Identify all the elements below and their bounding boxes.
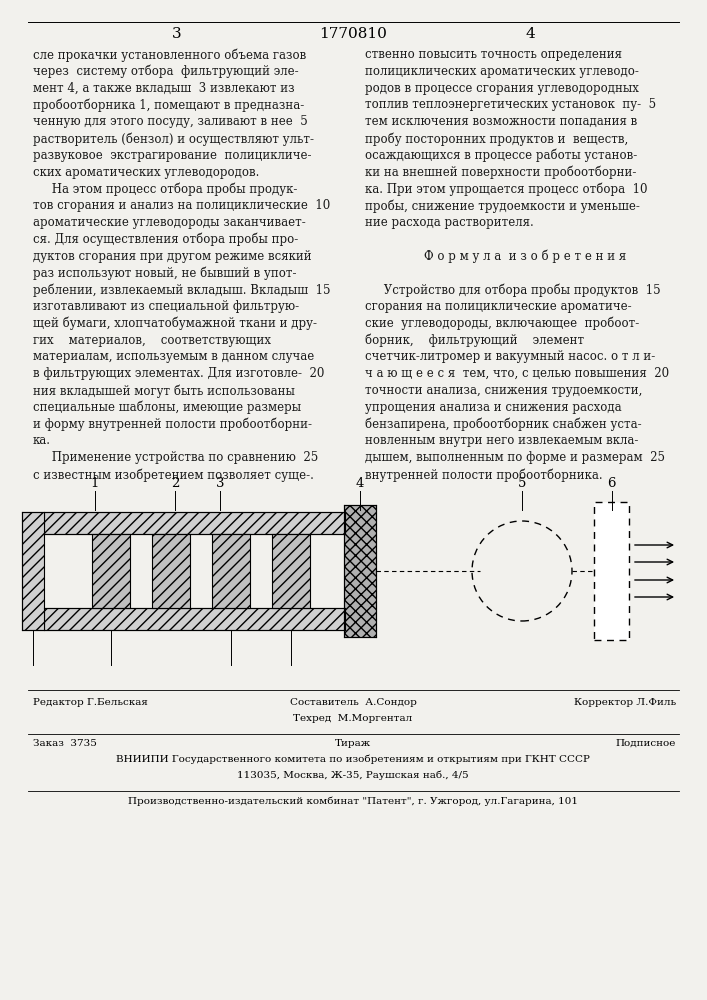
Text: Тираж: Тираж: [335, 739, 371, 748]
Text: тем исключения возможности попадания в: тем исключения возможности попадания в: [365, 115, 637, 128]
Text: через  систему отбора  фильтрующий эле-: через систему отбора фильтрующий эле-: [33, 65, 298, 78]
Text: мент 4, а также вкладыш  3 извлекают из: мент 4, а также вкладыш 3 извлекают из: [33, 82, 295, 95]
Text: счетчик-литромер и вакуумный насос. о т л и-: счетчик-литромер и вакуумный насос. о т …: [365, 350, 655, 363]
Text: Составитель  А.Сондор: Составитель А.Сондор: [290, 698, 416, 707]
Text: Производственно-издательский комбинат "Патент", г. Ужгород, ул.Гагарина, 101: Производственно-издательский комбинат "П…: [128, 796, 578, 806]
Text: Заказ  3735: Заказ 3735: [33, 739, 97, 748]
Bar: [44, 512, 345, 534]
Text: топлив теплоэнергетических установок  пу-  5: топлив теплоэнергетических установок пу-…: [365, 98, 656, 111]
Text: новленным внутри него извлекаемым вкла-: новленным внутри него извлекаемым вкла-: [365, 434, 638, 447]
Text: 6: 6: [607, 477, 616, 490]
Text: 5: 5: [518, 477, 526, 490]
Text: полициклических ароматических углеводо-: полициклических ароматических углеводо-: [365, 65, 639, 78]
Text: пробы, снижение трудоемкости и уменьше-: пробы, снижение трудоемкости и уменьше-: [365, 199, 640, 213]
Bar: [152, 534, 190, 608]
Text: специальные шаблоны, имеющие размеры: специальные шаблоны, имеющие размеры: [33, 401, 301, 414]
Text: материалам, используемым в данном случае: материалам, используемым в данном случае: [33, 350, 314, 363]
Text: ка.: ка.: [33, 434, 51, 447]
Text: На этом процесс отбора пробы продук-: На этом процесс отбора пробы продук-: [33, 182, 298, 196]
Text: родов в процессе сгорания углеводородных: родов в процессе сгорания углеводородных: [365, 82, 639, 95]
Text: ских ароматических углеводородов.: ских ароматических углеводородов.: [33, 166, 259, 179]
Text: раз используют новый, не бывший в упот-: раз используют новый, не бывший в упот-: [33, 266, 296, 280]
Text: точности анализа, снижения трудоемкости,: точности анализа, снижения трудоемкости,: [365, 384, 643, 397]
Text: Применение устройства по сравнению  25: Применение устройства по сравнению 25: [33, 451, 318, 464]
Text: тов сгорания и анализ на полициклические  10: тов сгорания и анализ на полициклические…: [33, 199, 330, 212]
Text: гих    материалов,    соответствующих: гих материалов, соответствующих: [33, 334, 271, 347]
Bar: [22, 512, 44, 630]
Text: ния вкладышей могут быть использованы: ния вкладышей могут быть использованы: [33, 384, 295, 397]
Bar: [344, 505, 376, 637]
Text: ственно повысить точность определения: ственно повысить точность определения: [365, 48, 622, 61]
Text: 1: 1: [90, 477, 99, 490]
Text: дуктов сгорания при другом режиме всякий: дуктов сгорания при другом режиме всякий: [33, 250, 312, 263]
Text: 3: 3: [216, 477, 224, 490]
Bar: [92, 534, 130, 608]
Text: Устройство для отбора пробы продуктов  15: Устройство для отбора пробы продуктов 15: [365, 283, 660, 297]
Text: 113035, Москва, Ж-35, Раушская наб., 4/5: 113035, Москва, Ж-35, Раушская наб., 4/5: [237, 771, 469, 780]
Bar: [594, 502, 629, 640]
Text: ченную для этого посуду, заливают в нее  5: ченную для этого посуду, заливают в нее …: [33, 115, 308, 128]
Text: щей бумаги, хлопчатобумажной ткани и дру-: щей бумаги, хлопчатобумажной ткани и дру…: [33, 317, 317, 330]
Text: Корректор Л.Филь: Корректор Л.Филь: [574, 698, 676, 707]
Text: развуковое  экстрагирование  полицикличе-: развуковое экстрагирование полицикличе-: [33, 149, 312, 162]
Text: ч а ю щ е е с я  тем, что, с целью повышения  20: ч а ю щ е е с я тем, что, с целью повыше…: [365, 367, 669, 380]
Bar: [272, 534, 310, 608]
Text: ся. Для осуществления отбора пробы про-: ся. Для осуществления отбора пробы про-: [33, 233, 298, 246]
Text: ние расхода растворителя.: ние расхода растворителя.: [365, 216, 534, 229]
Text: ка. При этом упрощается процесс отбора  10: ка. При этом упрощается процесс отбора 1…: [365, 182, 648, 196]
Text: Ф о р м у л а  и з о б р е т е н и я: Ф о р м у л а и з о б р е т е н и я: [424, 250, 626, 263]
Text: ские  углеводороды, включающее  пробоот-: ские углеводороды, включающее пробоот-: [365, 317, 639, 330]
Text: ки на внешней поверхности пробоотборни-: ки на внешней поверхности пробоотборни-: [365, 166, 636, 179]
Text: 4: 4: [525, 27, 535, 41]
Text: 3: 3: [173, 27, 182, 41]
Text: сгорания на полициклические ароматиче-: сгорания на полициклические ароматиче-: [365, 300, 631, 313]
Text: внутренней полости пробоотборника.: внутренней полости пробоотборника.: [365, 468, 602, 482]
Text: Редактор Г.Бельская: Редактор Г.Бельская: [33, 698, 148, 707]
Bar: [44, 608, 345, 630]
Text: пробоотборника 1, помещают в предназна-: пробоотборника 1, помещают в предназна-: [33, 98, 304, 112]
Text: бензапирена, пробоотборник снабжен уста-: бензапирена, пробоотборник снабжен уста-: [365, 418, 642, 431]
Text: пробу посторонних продуктов и  веществ,: пробу посторонних продуктов и веществ,: [365, 132, 629, 145]
Text: в фильтрующих элементах. Для изготовле-  20: в фильтрующих элементах. Для изготовле- …: [33, 367, 325, 380]
Text: 2: 2: [171, 477, 179, 490]
Text: ароматические углеводороды заканчивает-: ароматические углеводороды заканчивает-: [33, 216, 305, 229]
Text: 4: 4: [356, 477, 364, 490]
Text: растворитель (бензол) и осуществляют ульт-: растворитель (бензол) и осуществляют уль…: [33, 132, 314, 145]
Text: Подписное: Подписное: [616, 739, 676, 748]
Text: реблении, извлекаемый вкладыш. Вкладыш  15: реблении, извлекаемый вкладыш. Вкладыш 1…: [33, 283, 330, 297]
Text: 1770810: 1770810: [319, 27, 387, 41]
Text: с известным изобретением позволяет суще-.: с известным изобретением позволяет суще-…: [33, 468, 314, 482]
Text: борник,    фильтрующий    элемент: борник, фильтрующий элемент: [365, 334, 584, 347]
Text: ВНИИПИ Государственного комитета по изобретениям и открытиям при ГКНТ СССР: ВНИИПИ Государственного комитета по изоб…: [116, 755, 590, 764]
Text: и форму внутренней полости пробоотборни-: и форму внутренней полости пробоотборни-: [33, 418, 312, 431]
Text: Техред  М.Моргентал: Техред М.Моргентал: [293, 714, 413, 723]
Text: дышем, выполненным по форме и размерам  25: дышем, выполненным по форме и размерам 2…: [365, 451, 665, 464]
Bar: [212, 534, 250, 608]
Text: осаждающихся в процессе работы установ-: осаждающихся в процессе работы установ-: [365, 149, 637, 162]
Text: сле прокачки установленного объема газов: сле прокачки установленного объема газов: [33, 48, 306, 62]
Text: упрощения анализа и снижения расхода: упрощения анализа и снижения расхода: [365, 401, 621, 414]
Text: изготавливают из специальной фильтрую-: изготавливают из специальной фильтрую-: [33, 300, 299, 313]
